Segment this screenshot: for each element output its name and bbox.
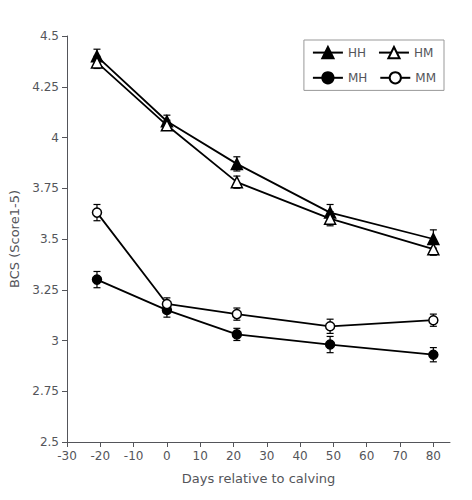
svg-text:HM: HM — [414, 46, 433, 60]
svg-text:2.75: 2.75 — [32, 384, 59, 398]
svg-text:-20: -20 — [90, 449, 110, 463]
svg-text:20: 20 — [226, 449, 241, 463]
svg-text:2.5: 2.5 — [40, 435, 59, 449]
svg-text:4: 4 — [51, 131, 59, 145]
svg-text:4.5: 4.5 — [40, 29, 59, 43]
svg-text:3.25: 3.25 — [32, 283, 59, 297]
svg-text:3.75: 3.75 — [32, 181, 59, 195]
svg-text:80: 80 — [426, 449, 441, 463]
svg-text:-10: -10 — [124, 449, 144, 463]
svg-text:BCS (Score1-5): BCS (Score1-5) — [7, 190, 22, 288]
svg-text:60: 60 — [359, 449, 374, 463]
svg-text:0: 0 — [163, 449, 171, 463]
svg-text:30: 30 — [259, 449, 274, 463]
svg-text:50: 50 — [326, 449, 341, 463]
svg-text:3.5: 3.5 — [40, 232, 59, 246]
svg-text:4.25: 4.25 — [32, 80, 59, 94]
svg-text:HH: HH — [348, 46, 366, 60]
svg-text:70: 70 — [392, 449, 407, 463]
svg-text:MH: MH — [348, 71, 367, 85]
svg-text:10: 10 — [193, 449, 208, 463]
svg-text:Days relative to calving: Days relative to calving — [182, 471, 335, 486]
svg-text:3: 3 — [51, 334, 59, 348]
svg-text:40: 40 — [292, 449, 307, 463]
svg-text:MM: MM — [415, 71, 436, 85]
svg-text:-30: -30 — [57, 449, 77, 463]
